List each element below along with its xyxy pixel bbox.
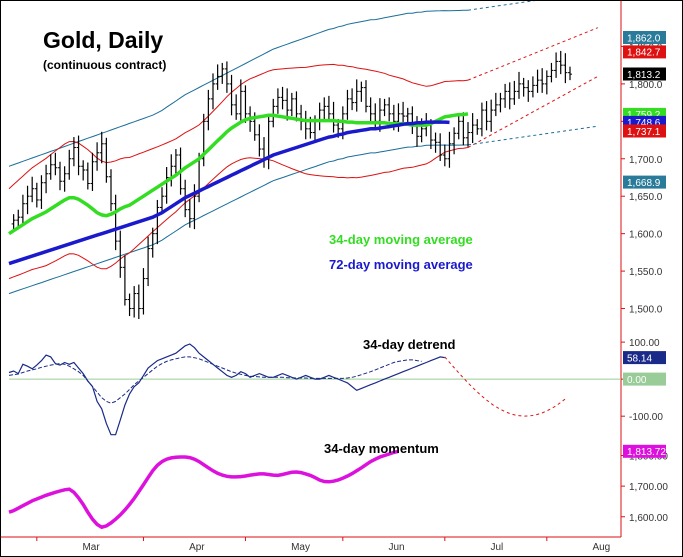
ma72-line — [8, 120, 450, 266]
outer-band-upper — [8, 9, 469, 167]
price-tick-label: 1,800.0 — [629, 80, 663, 91]
price-flag-0: 1,862.0 — [627, 33, 661, 44]
price-tick-label: 1,500.0 — [629, 305, 663, 316]
detrend-flag-0: 58.14 — [627, 353, 652, 364]
momentum-flag-0-bg — [623, 444, 666, 458]
price-flag-6-bg — [623, 175, 666, 189]
momentum-tick-label: 1,700.00 — [629, 482, 668, 493]
ma34-line — [8, 112, 469, 236]
price-flag-6: 1,668.9 — [627, 178, 661, 189]
month-label-jul: Jul — [490, 542, 503, 553]
price-flag-4: 1,748.6 — [627, 118, 661, 129]
price-tick-label: 1,650.0 — [629, 192, 663, 203]
price-tick-label: 1,700.0 — [629, 155, 663, 166]
detrend-flag-0-bg — [623, 351, 666, 365]
month-label-may: May — [291, 542, 310, 553]
detrend-average-line — [8, 356, 422, 404]
outer-band-lower — [8, 144, 469, 295]
outer-band-upper-projection — [467, 1, 536, 11]
cycle-band-lower — [8, 147, 469, 280]
price-flag-2: 1,813.2 — [627, 70, 661, 81]
ma72-annotation: 72-day moving average — [329, 257, 473, 272]
price-flag-5-bg — [623, 124, 666, 138]
detrend-line — [8, 343, 445, 436]
price-flag-0-bg — [623, 31, 666, 44]
cycle-band-upper — [8, 63, 469, 190]
detrend-tick-label: 100.00 — [629, 338, 660, 349]
detrend-flag-1: 0.00 — [627, 375, 647, 386]
price-flag-3: 1,759.2 — [627, 110, 661, 121]
ma34-annotation: 34-day moving average — [329, 232, 473, 247]
cycle-band-lower-projection — [467, 75, 599, 148]
detrend-tick-label: -100.00 — [629, 412, 663, 423]
chart-title: Gold, Daily — [43, 27, 164, 53]
price-tick-label: 1,550.0 — [629, 267, 663, 278]
month-label-aug: Aug — [592, 542, 610, 553]
chart-subtitle: (continuous contract) — [43, 58, 167, 72]
detrend-flag-1-bg — [623, 372, 666, 386]
price-flag-2-bg — [623, 67, 666, 81]
momentum-tick-label: 1,600.00 — [629, 513, 668, 524]
month-label-apr: Apr — [189, 542, 205, 553]
momentum-annotation: 34-day momentum — [324, 441, 439, 456]
cycle-band-upper-projection — [467, 27, 599, 81]
price-tick-label: 1,600.0 — [629, 230, 663, 241]
detrend-annotation: 34-day detrend — [363, 337, 456, 352]
month-label-mar: Mar — [82, 542, 100, 553]
price-flag-1-bg — [623, 45, 666, 59]
month-label-jun: Jun — [388, 542, 404, 553]
momentum-flag-0: 1,813.72 — [627, 447, 666, 458]
price-flag-1: 1,842.7 — [627, 48, 661, 59]
detrend-projection — [444, 356, 566, 417]
momentum-line — [8, 449, 399, 530]
outer-band-lower-projection — [467, 125, 598, 146]
price-flag-5: 1,737.1 — [627, 127, 661, 138]
